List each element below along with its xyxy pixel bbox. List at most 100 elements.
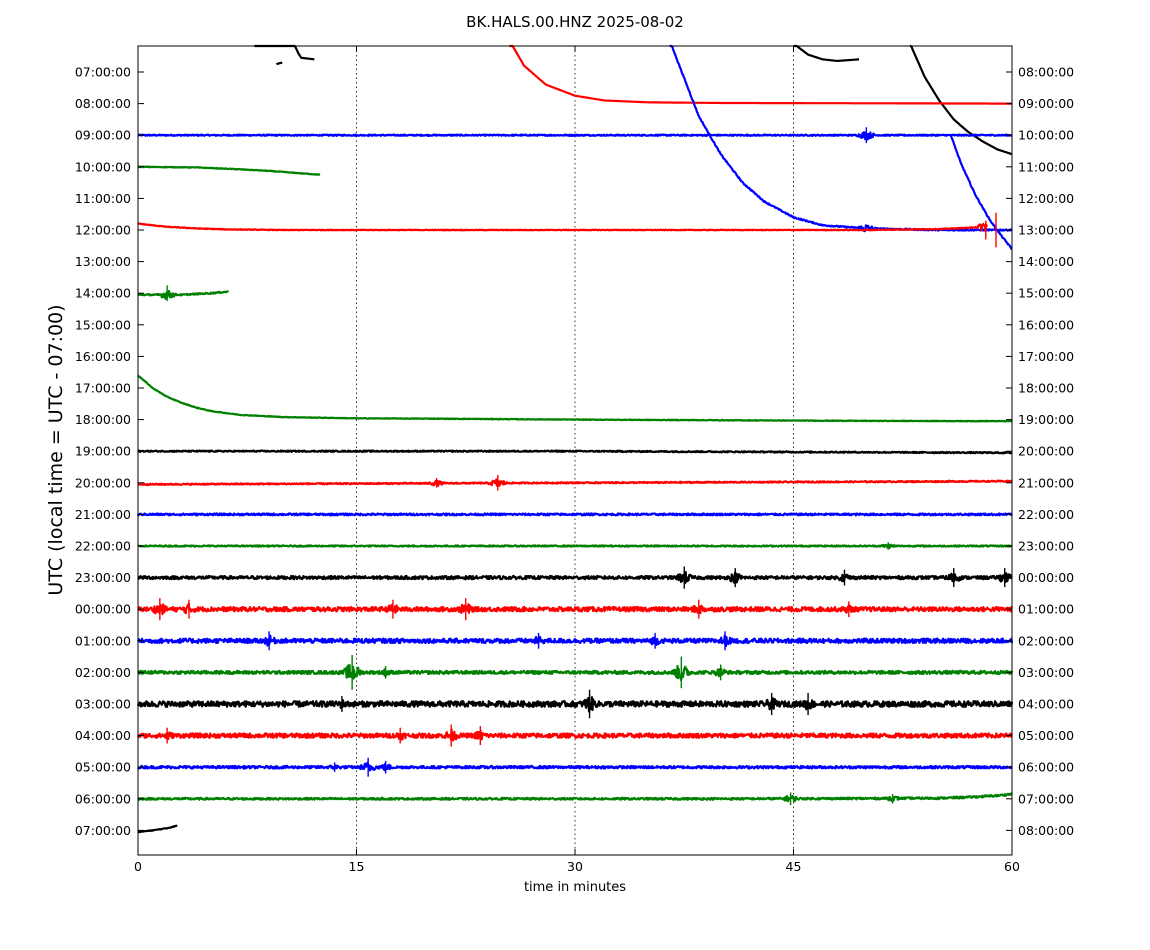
trace-line	[137, 222, 988, 233]
right-hour-label: 14:00:00	[1018, 254, 1074, 269]
right-hour-label: 09:00:00	[1018, 96, 1074, 111]
left-hour-label: 18:00:00	[75, 412, 131, 427]
trace-line	[137, 664, 1014, 682]
trace-row	[136, 689, 1014, 719]
trace-line	[137, 571, 1013, 585]
left-hour-labels: 07:00:00 08:00:00 09:00:00 10:00:00 11:00:00…	[75, 65, 131, 838]
trace-line	[136, 512, 1013, 517]
left-hour-label: 00:00:00	[75, 602, 131, 617]
left-hour-label: 05:00:00	[75, 760, 131, 775]
trace-line	[137, 761, 1013, 772]
right-hour-label: 08:00:00	[1018, 65, 1074, 80]
trace-line	[137, 165, 321, 176]
right-hour-label: 02:00:00	[1018, 633, 1074, 648]
trace-line	[508, 44, 1013, 105]
right-hour-label: 07:00:00	[1018, 791, 1074, 806]
left-hour-label: 12:00:00	[75, 223, 131, 238]
left-hour-label: 04:00:00	[75, 728, 131, 743]
right-hour-label: 18:00:00	[1018, 381, 1074, 396]
y-axis-label: UTC (local time = UTC - 07:00)	[45, 304, 67, 595]
trace-row	[137, 566, 1013, 589]
right-hour-label: 20:00:00	[1018, 444, 1074, 459]
left-hour-label: 01:00:00	[75, 633, 131, 648]
trace-row	[508, 44, 1013, 105]
right-hour-label: 04:00:00	[1018, 697, 1074, 712]
left-hour-label: 17:00:00	[75, 381, 131, 396]
left-hour-label: 06:00:00	[75, 791, 131, 806]
trace-row	[137, 165, 321, 176]
x-tick-label: 15	[349, 859, 365, 874]
axis-ticks	[137, 46, 1013, 855]
x-tick-label: 30	[567, 859, 583, 874]
left-hour-label: 03:00:00	[75, 697, 131, 712]
trace-row	[137, 374, 1013, 423]
trace-row	[137, 757, 1013, 777]
trace-row	[137, 449, 1013, 455]
trace-line	[136, 696, 1014, 713]
trace-line	[137, 602, 1013, 616]
left-hour-label: 23:00:00	[75, 570, 131, 585]
trace-line	[137, 792, 1013, 803]
left-hour-label: 08:00:00	[75, 96, 131, 111]
trace-line	[137, 131, 1013, 141]
right-hour-label: 08:00:00	[1018, 823, 1074, 838]
trace-line	[793, 44, 860, 62]
left-hour-label: 10:00:00	[75, 159, 131, 174]
x-tick-label: 45	[786, 859, 802, 874]
trace-line	[136, 728, 1013, 742]
left-hour-label: 13:00:00	[75, 254, 131, 269]
trace-line	[137, 478, 1013, 487]
right-hour-label: 05:00:00	[1018, 728, 1074, 743]
right-hour-label: 15:00:00	[1018, 286, 1074, 301]
right-hour-label: 17:00:00	[1018, 349, 1074, 364]
trace-row	[137, 824, 178, 834]
trace-row	[254, 44, 1013, 156]
right-hour-label: 23:00:00	[1018, 539, 1074, 554]
trace-line	[137, 289, 230, 300]
left-hour-label: 11:00:00	[75, 191, 131, 206]
right-hour-labels: 08:00:00 09:00:00 10:00:00 11:00:00 12:00:00…	[1018, 65, 1074, 838]
right-hour-label: 03:00:00	[1018, 665, 1074, 680]
x-axis-label: time in minutes	[524, 880, 626, 895]
trace-row	[137, 212, 997, 248]
trace-line	[137, 374, 1013, 423]
right-hour-label: 21:00:00	[1018, 475, 1074, 490]
trace-line	[669, 44, 1013, 233]
right-hour-label: 01:00:00	[1018, 602, 1074, 617]
trace-layer	[136, 44, 1014, 834]
left-hour-label: 07:00:00	[75, 65, 131, 80]
left-hour-label: 19:00:00	[75, 444, 131, 459]
trace-row	[137, 631, 1014, 651]
x-tick-labels: 0 15 30 45 60	[134, 859, 1020, 874]
right-hour-label: 19:00:00	[1018, 412, 1074, 427]
right-hour-label: 11:00:00	[1018, 159, 1074, 174]
left-hour-label: 22:00:00	[75, 539, 131, 554]
right-hour-label: 16:00:00	[1018, 317, 1074, 332]
x-tick-label: 60	[1004, 859, 1020, 874]
right-hour-label: 10:00:00	[1018, 128, 1074, 143]
trace-line	[949, 135, 1013, 250]
trace-line	[275, 61, 283, 66]
trace-line	[137, 634, 1014, 648]
left-hour-label: 16:00:00	[75, 349, 131, 364]
trace-row	[137, 285, 230, 302]
trace-row	[137, 598, 1013, 621]
left-hour-label: 07:00:00	[75, 823, 131, 838]
trace-line	[137, 824, 178, 834]
trace-row	[137, 792, 1013, 806]
x-tick-label: 0	[134, 859, 142, 874]
chart-title: BK.HALS.00.HNZ 2025-08-02	[466, 13, 684, 31]
trace-row	[136, 512, 1013, 517]
trace-line	[909, 44, 1013, 156]
trace-row	[137, 474, 1013, 491]
right-hour-label: 13:00:00	[1018, 223, 1074, 238]
right-hour-label: 22:00:00	[1018, 507, 1074, 522]
trace-line	[137, 449, 1013, 455]
trace-row	[136, 724, 1013, 747]
right-hour-label: 00:00:00	[1018, 570, 1074, 585]
trace-line	[254, 44, 315, 61]
trace-row	[137, 44, 1013, 250]
left-hour-label: 21:00:00	[75, 507, 131, 522]
left-hour-label: 02:00:00	[75, 665, 131, 680]
